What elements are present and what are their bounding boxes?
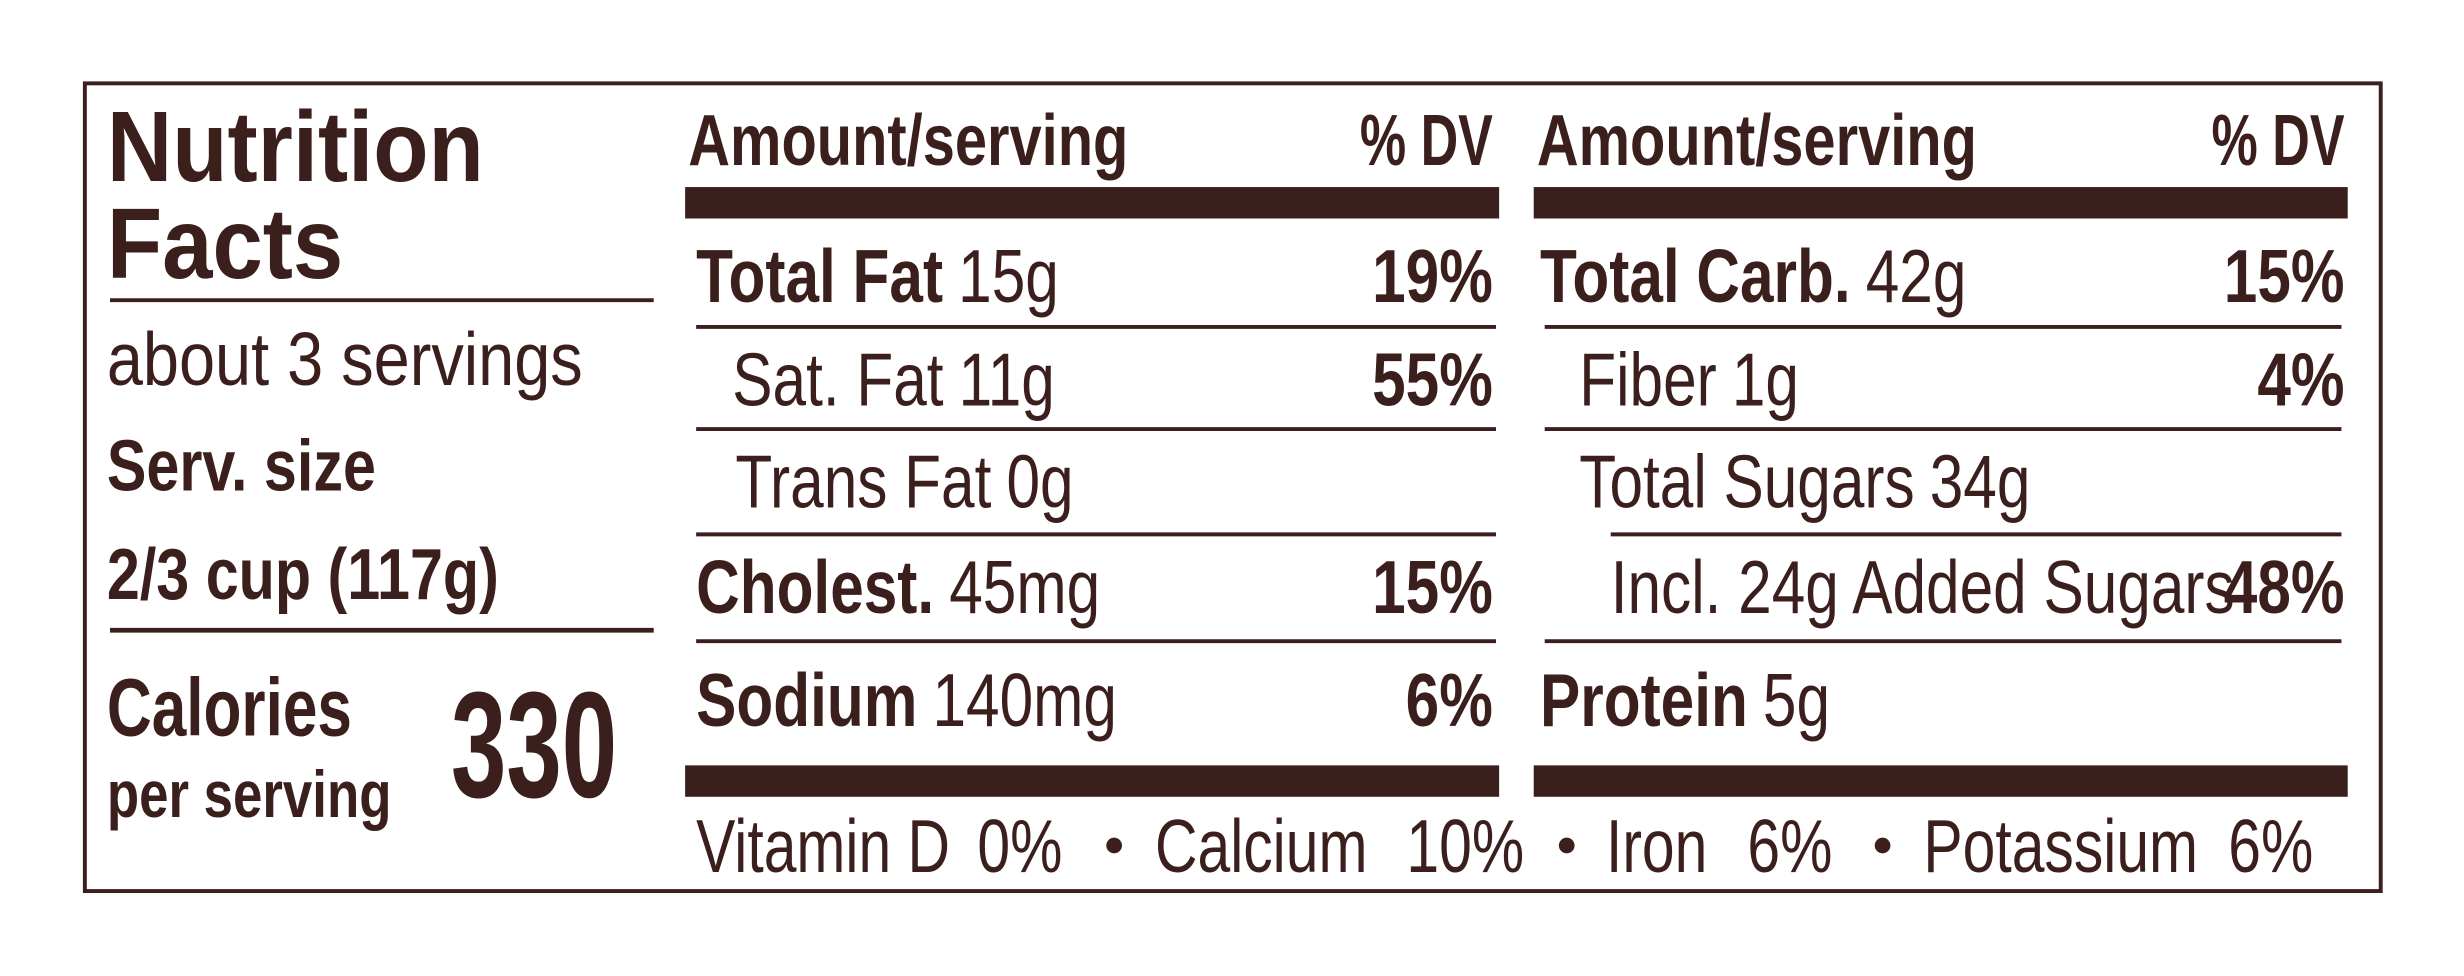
nutrient-dv: 6% (1406, 659, 1493, 743)
nutrient-row: Protein 5g (1540, 659, 1830, 743)
nutrient-name: Total Fat (696, 234, 943, 318)
nutrient-dv: 19% (1372, 234, 1493, 318)
nutrient-amount: 0g (1006, 440, 1073, 524)
calories-sub: per serving (107, 758, 392, 832)
thick-bar (1533, 187, 2348, 219)
nutrient-row: Total Carb. 42g (1540, 234, 1966, 318)
nutrient-row: Total Sugars 34g (1579, 440, 2030, 524)
nutrient-name: Fiber (1579, 338, 1716, 422)
vitamin-dv: 6% (1747, 805, 1832, 889)
vitamin-name: Iron (1606, 805, 1707, 889)
calories-label: Calories (107, 662, 352, 753)
nutrient-name: Protein (1540, 659, 1748, 743)
vitamin-name: Calcium (1155, 805, 1367, 889)
nutrient-dv: 4% (2257, 338, 2344, 422)
nutrient-amount: 11g (959, 338, 1055, 422)
nutrient-dv: 48% (2224, 546, 2345, 630)
nutrient-row: Incl. 24g Added Sugars (1611, 546, 2235, 630)
dv-header: % DV (1360, 101, 1493, 181)
nutrient-amount: 42g (1866, 234, 1967, 318)
nutrient-amount: 34g (1930, 440, 2031, 524)
bullet (1558, 837, 1575, 854)
title: Facts (107, 188, 343, 300)
nutrient-row: Sodium 140mg (696, 659, 1117, 743)
thick-bar (1533, 765, 2348, 797)
nutrient-name: Total Sugars (1579, 440, 1914, 524)
calories-value: 330 (451, 661, 617, 830)
thick-bar (685, 765, 1500, 797)
vitamin-name: Potassium (1923, 805, 2198, 889)
nutrient-name: Total Carb. (1540, 234, 1851, 318)
title: Nutrition (107, 90, 484, 202)
column-header: Amount/serving (1537, 100, 1977, 181)
nutrient-dv: 55% (1372, 338, 1493, 422)
dv-header: % DV (2212, 101, 2345, 181)
nutrient-row: Cholest. 45mg (696, 546, 1100, 630)
nutrient-dv: 15% (2224, 234, 2345, 318)
nutrient-name: Sodium (696, 659, 917, 743)
nutrient-amount: 1g (1732, 338, 1799, 422)
bullet (1874, 837, 1891, 854)
nutrient-row: Trans Fat 0g (735, 440, 1073, 524)
thick-bar (685, 187, 1500, 219)
vitamin-dv: 0% (977, 805, 1062, 889)
servings: about 3 servings (107, 316, 583, 401)
nutrient-amount: 45mg (949, 546, 1100, 630)
nutrient-amount: 15g (958, 234, 1059, 318)
nutrient-name: Sat. Fat (732, 338, 943, 422)
nutrient-amount: 140mg (932, 659, 1116, 743)
serving-size: 2/3 cup (117g) (107, 534, 499, 615)
nutrient-name: Incl. 24g Added Sugars (1611, 546, 2235, 630)
column-header: Amount/serving (688, 100, 1128, 181)
label-border (82, 81, 2383, 894)
vitamin-dv: 10% (1406, 805, 1524, 889)
nutrient-name: Trans Fat (735, 440, 991, 524)
nutrient-row: Fiber 1g (1579, 338, 1799, 422)
nutrient-row: Sat. Fat 11g (732, 338, 1055, 422)
nutrient-row: Total Fat 15g (696, 234, 1059, 318)
bullet (1106, 837, 1122, 854)
vitamin-dv: 6% (2228, 805, 2313, 889)
vitamin-name: Vitamin D (696, 805, 950, 889)
nutrient-name: Cholest. (696, 546, 934, 630)
serving-size-label: Serv. size (107, 426, 376, 507)
nutrient-dv: 15% (1372, 546, 1493, 630)
nutrient-amount: 5g (1763, 659, 1830, 743)
